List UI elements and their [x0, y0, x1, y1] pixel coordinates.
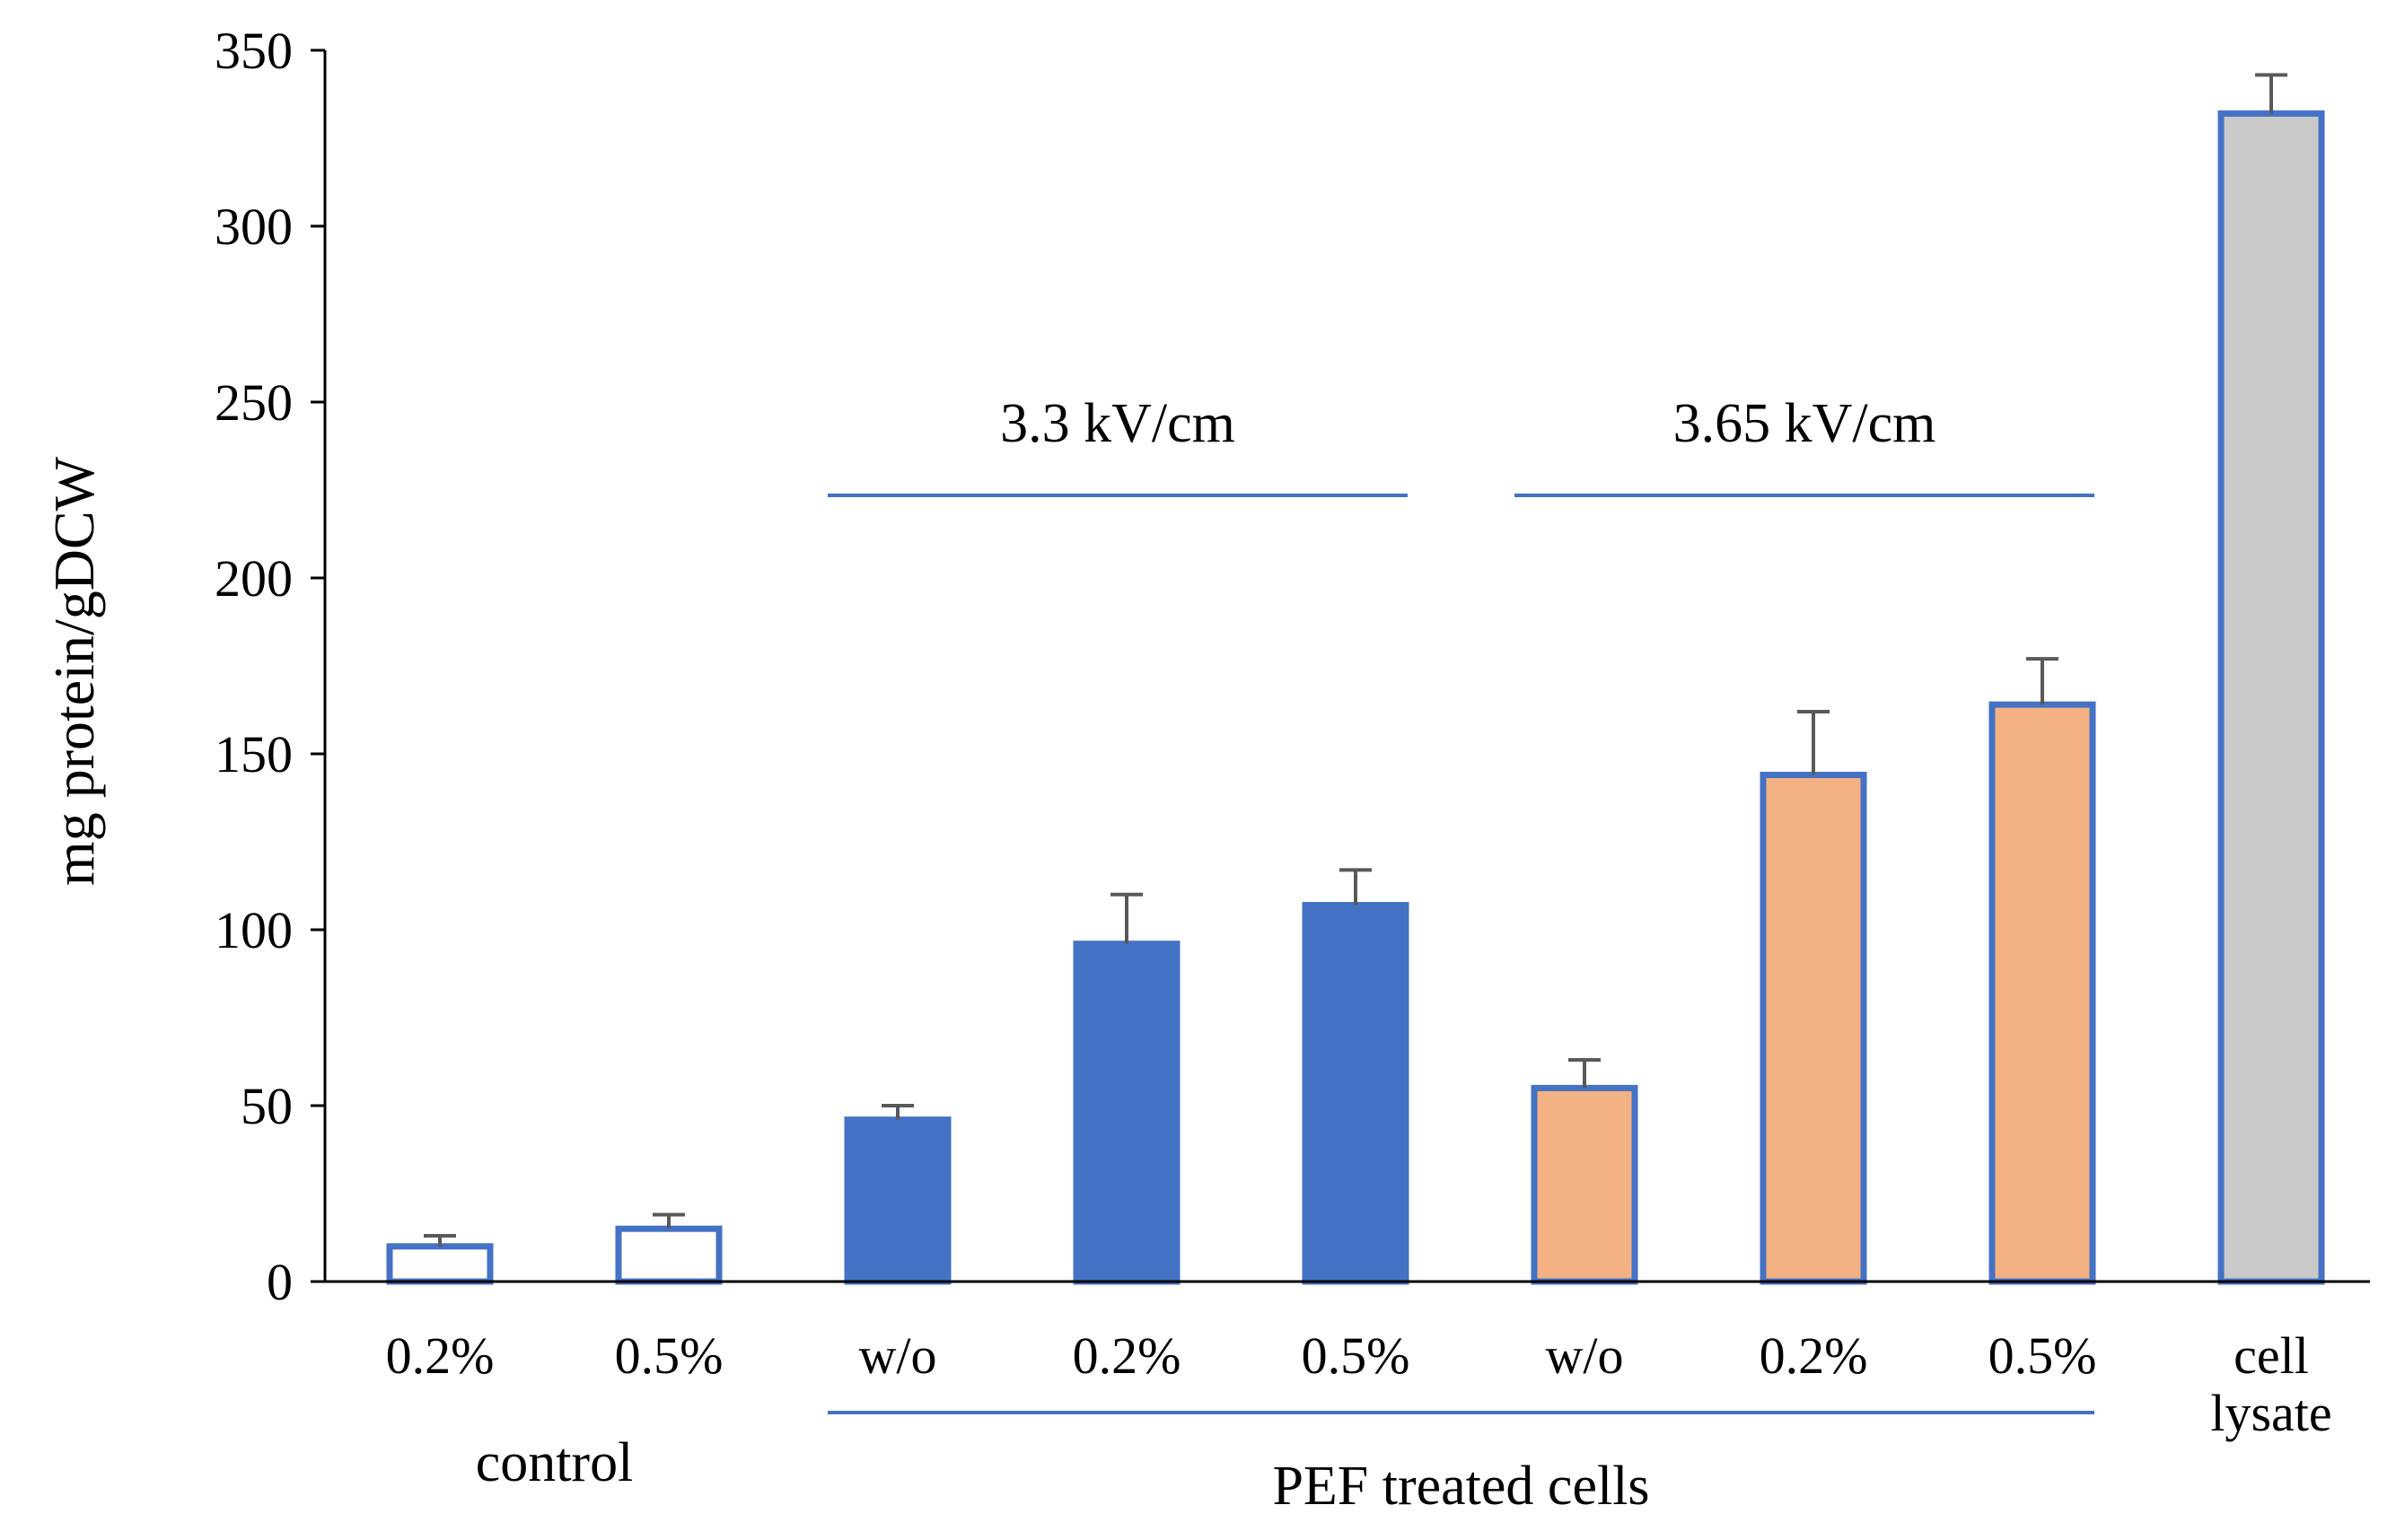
bar — [844, 1116, 952, 1285]
bar — [1760, 772, 1867, 1285]
bar — [386, 1243, 494, 1285]
bar — [1531, 1084, 1638, 1285]
y-tick-label: 0 — [267, 1253, 293, 1311]
group-annotations: 3.3 kV/cm 3.65 kV/cm control PEF treated ce… — [476, 393, 2094, 1517]
x-category-label: 0.5% — [1302, 1326, 1410, 1385]
bar — [1988, 701, 2096, 1285]
x-category-label: 0.2% — [1073, 1326, 1181, 1385]
x-axis-category-labels: 0.2% 0.5% w/o 0.2% 0.5% w/o 0.2% 0.5% cell lysate — [386, 1326, 2332, 1442]
y-tick-label: 250 — [215, 373, 293, 432]
y-axis: 0 50 100 150 200 250 300 350 — [215, 22, 327, 1311]
bar — [1302, 902, 1409, 1285]
bar — [615, 1225, 723, 1285]
y-tick-label: 100 — [215, 901, 293, 959]
bars — [325, 110, 2370, 1285]
x-category-label: 0.2% — [1760, 1326, 1868, 1385]
x-category-label: w/o — [1546, 1326, 1624, 1385]
x-category-label: 0.2% — [386, 1326, 495, 1385]
y-tick-label: 300 — [215, 197, 293, 256]
y-tick-label: 200 — [215, 549, 293, 608]
field-strength-label: 3.3 kV/cm — [1000, 393, 1235, 454]
y-tick-label: 350 — [215, 22, 293, 80]
bar — [2217, 110, 2325, 1285]
x-category-label: 0.5% — [615, 1326, 724, 1385]
field-strength-label: 3.65 kV/cm — [1673, 393, 1936, 454]
y-tick-label: 50 — [241, 1077, 293, 1135]
group-label-pef: PEF treated cells — [1272, 1456, 1649, 1517]
group-label-control: control — [476, 1432, 634, 1493]
x-category-label: cell lysate — [2210, 1326, 2331, 1442]
x-category-label: w/o — [859, 1326, 937, 1385]
y-axis-label: mg protein/gDCW — [42, 456, 106, 886]
x-category-label-line: lysate — [2210, 1384, 2331, 1442]
y-tick-label: 150 — [215, 725, 293, 783]
x-category-label: 0.5% — [1988, 1326, 2097, 1385]
error-bars — [424, 73, 2287, 1247]
bar — [1073, 941, 1181, 1285]
x-category-label-line: cell — [2234, 1326, 2309, 1385]
